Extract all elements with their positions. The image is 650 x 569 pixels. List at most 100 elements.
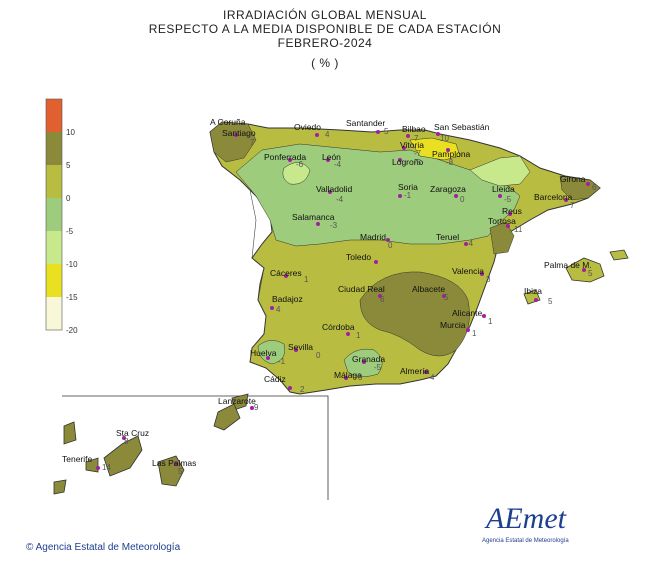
- station-name: Sta Cruz: [116, 428, 149, 438]
- station-value: -5: [504, 195, 512, 204]
- canary-inset-frame: [62, 395, 329, 500]
- logo-subtitle: Agencia Estatal de Meteorología: [482, 538, 569, 544]
- legend-swatch-m15: [46, 264, 62, 297]
- credit-text: © Agencia Estatal de Meteorología: [26, 542, 180, 553]
- station-marker: [582, 268, 586, 272]
- station-name: Logroño: [392, 157, 423, 167]
- station-marker: [534, 298, 538, 302]
- station-value: 4: [325, 130, 330, 139]
- map-title-line2: RESPECTO A LA MEDIA DISPONIBLE DE CADA E…: [148, 22, 502, 36]
- station-marker: [294, 348, 298, 352]
- station-value: 5: [178, 467, 183, 476]
- station-name: Vitoria: [400, 140, 424, 150]
- station-name: Córdoba: [322, 322, 355, 332]
- station-marker: [464, 242, 468, 246]
- station-marker: [402, 146, 406, 150]
- station-name: Zaragoza: [430, 184, 466, 194]
- station-value: 6: [380, 295, 385, 304]
- station-value: -3: [330, 221, 338, 230]
- station-value: 3: [358, 373, 363, 382]
- station-marker: [326, 158, 330, 162]
- station-value: 7: [570, 201, 575, 210]
- station-marker: [284, 274, 288, 278]
- station-name: Ibiza: [524, 286, 542, 296]
- station-marker: [346, 332, 350, 336]
- legend: 10 5 0 -5 -10 -15 -20: [45, 98, 78, 335]
- station-value: 5: [588, 269, 593, 278]
- station-marker: [122, 436, 126, 440]
- station-name: Tenerife: [62, 454, 93, 464]
- station-marker: [480, 272, 484, 276]
- station-marker: [386, 238, 390, 242]
- station-marker: [424, 370, 428, 374]
- canary-islands: [53, 393, 249, 495]
- station-marker: [482, 314, 486, 318]
- station-name: León: [322, 152, 341, 162]
- legend-tick: 10: [66, 128, 75, 137]
- legend-tick: -10: [66, 260, 78, 269]
- station-marker: [376, 130, 380, 134]
- station-value: 2: [300, 385, 305, 394]
- station-marker: [315, 133, 319, 137]
- station-name: Granada: [352, 354, 385, 364]
- peninsula-map: [209, 121, 601, 395]
- aemet-logo: AEmet Agencia Estatal de Meteorología: [478, 502, 588, 546]
- station-name: Girona: [560, 174, 586, 184]
- station-value: 1: [472, 329, 477, 338]
- station-name: San Sebastián: [434, 122, 490, 132]
- station-name: Valencia: [452, 266, 484, 276]
- station-value: 0: [316, 351, 321, 360]
- station-value: 3: [486, 275, 491, 284]
- station-name: Badajoz: [272, 294, 303, 304]
- station-name: Palma de M.: [544, 260, 592, 270]
- station-name: A Coruña: [210, 117, 246, 127]
- station-marker: [270, 306, 274, 310]
- legend-tick: -15: [66, 293, 78, 302]
- legend-swatch-10: [46, 99, 62, 132]
- station-marker: [328, 190, 332, 194]
- logo-wordmark: AEmet: [486, 502, 566, 535]
- station-name: Alicante: [452, 308, 483, 318]
- station-name: Santander: [346, 118, 385, 128]
- station-name: Toledo: [346, 252, 371, 262]
- station-marker: [316, 222, 320, 226]
- station-name: Huelva: [250, 348, 277, 358]
- station-value: -8: [446, 158, 454, 167]
- station-value: 5: [548, 297, 553, 306]
- station-name: Ponferrada: [264, 152, 306, 162]
- station-value: -4: [334, 160, 342, 169]
- station-marker: [266, 356, 270, 360]
- station-name: Cádiz: [264, 374, 286, 384]
- station-marker: [378, 294, 382, 298]
- station-name: Santiago: [222, 128, 256, 138]
- station-name: Tortosa: [488, 216, 516, 226]
- station-value: -1: [278, 357, 286, 366]
- station-value: -4: [336, 195, 344, 204]
- station-name: Madrid: [360, 232, 386, 242]
- legend-tick: 5: [66, 161, 71, 170]
- station-marker: [446, 148, 450, 152]
- legend-swatch-m5: [46, 198, 62, 231]
- station-value: -4: [466, 239, 474, 248]
- station-marker: [250, 406, 254, 410]
- station-marker: [288, 158, 292, 162]
- legend-tick: -20: [66, 326, 78, 335]
- station-marker: [442, 294, 446, 298]
- credit-label: Agencia Estatal de Meteorología: [35, 542, 181, 553]
- station-name: Lanzarote: [218, 396, 256, 406]
- station-name: Bilbao: [402, 124, 426, 134]
- station-marker: [436, 132, 440, 136]
- station-name: Lleida: [492, 184, 515, 194]
- station-value: -7: [414, 149, 422, 158]
- station-value: 1: [488, 317, 493, 326]
- station-value: 5: [444, 293, 449, 302]
- station-value: -1: [404, 191, 412, 200]
- map-title-line3: FEBRERO-2024: [277, 36, 373, 50]
- station-value: 0: [460, 195, 465, 204]
- legend-swatch-0: [46, 165, 62, 198]
- station-name: Málaga: [334, 370, 362, 380]
- station-value: 11: [514, 225, 523, 234]
- legend-swatch-m20: [46, 297, 62, 330]
- map-title-line1: IRRADIACIÓN GLOBAL MENSUAL: [223, 8, 427, 22]
- station-value: 5: [384, 127, 389, 136]
